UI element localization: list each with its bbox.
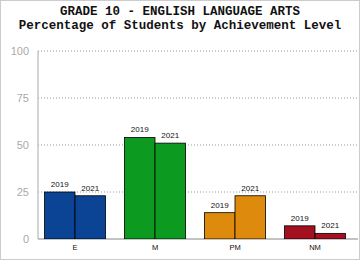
bars <box>45 137 346 239</box>
frame <box>1 1 360 260</box>
bar-series-label: 2021 <box>161 131 179 140</box>
y-tick-label: 100 <box>11 45 29 57</box>
bar-series-label: 2021 <box>241 184 259 193</box>
grid-line <box>38 51 358 52</box>
bar <box>155 143 186 239</box>
bar <box>235 196 266 239</box>
bar <box>75 196 106 239</box>
y-tick-label: 50 <box>17 139 29 151</box>
bar-series-label: 2019 <box>131 125 149 134</box>
subtitle: Percentage of Students by Achievement Le… <box>19 19 342 33</box>
grid-line <box>38 98 358 99</box>
bar <box>205 213 236 239</box>
x-tick-label: NM <box>309 243 321 252</box>
bar <box>285 226 316 239</box>
y-axis <box>38 51 39 239</box>
bar-series-label: 2021 <box>321 221 339 230</box>
bar-series-label: 2019 <box>51 180 69 189</box>
title: GRADE 10 - ENGLISH LANGUAGE ARTS <box>60 5 301 19</box>
y-tick-label: 0 <box>23 233 29 245</box>
y-tick-label: 75 <box>17 92 29 104</box>
x-tick-label: M <box>152 243 158 252</box>
chart: GRADE 10 - ENGLISH LANGUAGE ARTSPercenta… <box>0 0 360 260</box>
bar-series-label: 2019 <box>211 201 229 210</box>
x-tick-label: E <box>72 243 77 252</box>
bar-series-label: 2019 <box>291 214 309 223</box>
bar-series-label: 2021 <box>81 184 99 193</box>
bar <box>315 233 346 239</box>
bar <box>45 192 76 239</box>
grid-line <box>38 145 358 146</box>
y-tick-label: 25 <box>17 186 29 198</box>
x-tick-label: PM <box>229 243 240 252</box>
bar <box>125 137 156 239</box>
